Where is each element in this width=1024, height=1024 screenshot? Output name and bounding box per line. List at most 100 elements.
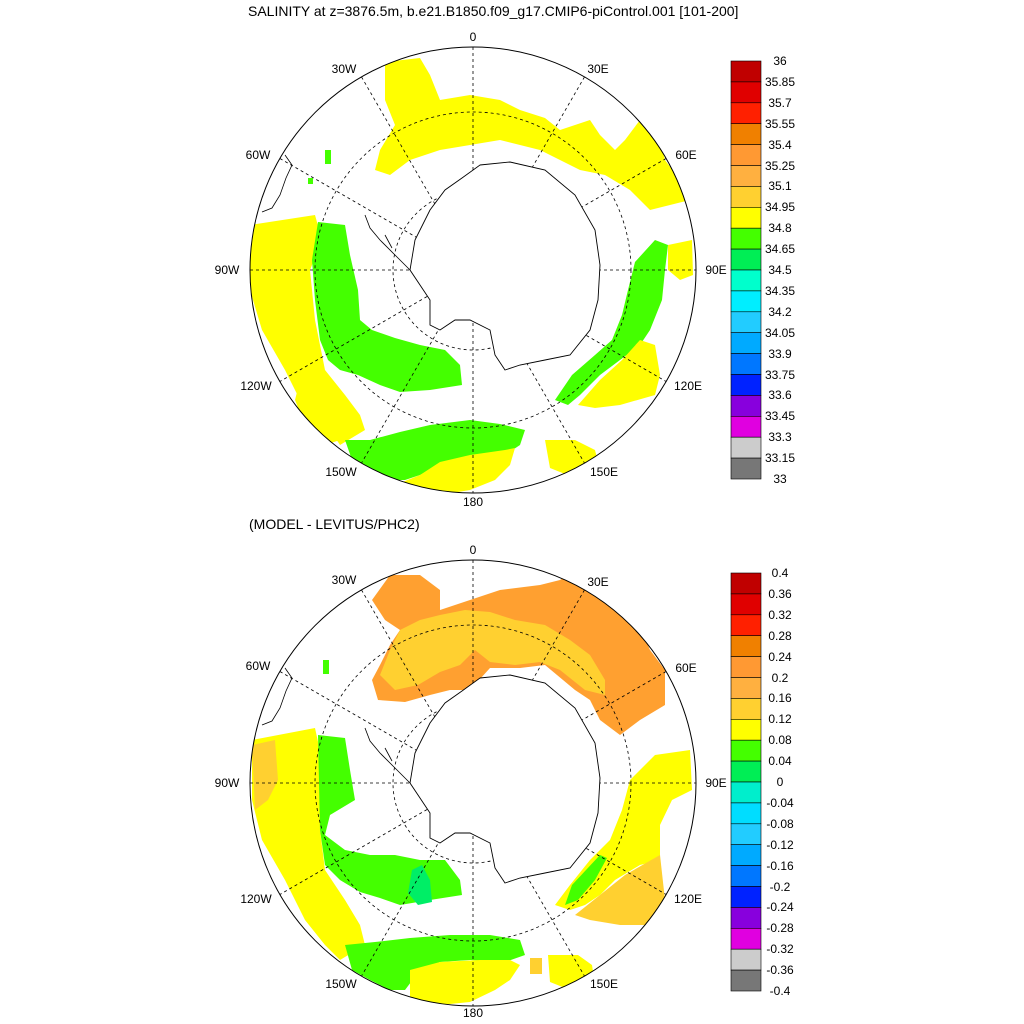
difference-colorbar-tick-label: -0.08 — [766, 816, 794, 831]
difference-region-yellow — [252, 728, 365, 960]
lon-label-30e: 30E — [587, 575, 609, 589]
salinity-region-green — [325, 150, 331, 164]
difference-colorbar-tick-label: 0.2 — [771, 670, 789, 685]
salinity-colorbar-swatch — [730, 144, 762, 166]
salinity-colorbar-swatch — [730, 186, 762, 208]
south-america-coast — [261, 154, 293, 213]
salinity-colorbar-tick-label: 33.75 — [764, 367, 796, 382]
salinity-region-yellow — [578, 340, 660, 408]
antarctic-peninsula — [364, 214, 411, 271]
salinity-colorbar-swatch — [730, 374, 762, 396]
difference-colorbar-tick-label: 0.32 — [768, 607, 792, 622]
lon-label-150e: 150E — [589, 977, 619, 991]
difference-colorbar-swatch — [730, 698, 762, 720]
lon-label-150w: 150W — [325, 465, 357, 479]
difference-colorbar — [730, 572, 762, 992]
salinity-colorbar-swatch — [730, 457, 762, 480]
difference-colorbar-swatch — [730, 886, 762, 908]
salinity-field-fills — [250, 58, 693, 493]
salinity-colorbar-swatch — [730, 436, 762, 459]
salinity-colorbar-swatch — [730, 269, 762, 292]
salinity-colorbar-tick-label: 34.8 — [768, 221, 792, 236]
difference-colorbar-tick-label: 0.36 — [768, 586, 792, 601]
salinity-colorbar-swatch — [730, 248, 762, 271]
difference-region-gold — [380, 610, 605, 695]
difference-region-green — [323, 660, 329, 674]
salinity-colorbar — [730, 60, 762, 480]
difference-colorbar-swatch — [730, 781, 762, 804]
lon-label-60w: 60W — [245, 659, 271, 673]
difference-colorbar-swatch — [730, 572, 762, 595]
difference-colorbar-tick-label: 0.4 — [771, 566, 789, 580]
lon-label-120w: 120W — [240, 379, 272, 393]
difference-colorbar-tick-label: -0.4 — [769, 984, 791, 998]
salinity-region-yellow — [295, 380, 340, 445]
salinity-colorbar-swatch — [730, 207, 762, 229]
lon-label-30e: 30E — [587, 62, 609, 76]
difference-colorbar-swatch — [730, 677, 762, 699]
lon-label-90w: 90W — [214, 263, 240, 277]
difference-colorbar-swatch — [730, 656, 762, 678]
south-america-coast — [261, 667, 293, 726]
difference-region-yellow — [410, 960, 520, 1005]
salinity-colorbar-swatch — [730, 415, 762, 438]
salinity-region-green — [312, 222, 462, 392]
difference-colorbar-tick-label: -0.2 — [769, 879, 791, 894]
lon-label-180: 180 — [462, 495, 484, 509]
lon-label-90e: 90E — [705, 263, 727, 277]
difference-colorbar-swatch — [730, 865, 762, 887]
difference-region-yellow — [548, 955, 595, 990]
lon-label-180: 180 — [462, 1006, 484, 1020]
lon-label-60e: 60E — [675, 148, 697, 162]
salinity-region-yellow — [668, 240, 693, 280]
salinity-region-green — [345, 420, 525, 480]
lon-label-150e: 150E — [589, 465, 619, 479]
salinity-colorbar-swatch — [730, 165, 762, 187]
difference-region-gold — [530, 958, 542, 974]
difference-colorbar-swatch — [730, 823, 762, 845]
difference-colorbar-tick-label: 0 — [776, 775, 784, 789]
lon-label-120w: 120W — [240, 892, 272, 906]
lon-label-0: 0 — [469, 30, 477, 44]
difference-colorbar-tick-label: 0.04 — [768, 754, 792, 769]
difference-region-teal — [408, 865, 432, 905]
salinity-colorbar-tick-label: 33 — [773, 472, 787, 486]
difference-colorbar-swatch — [730, 760, 762, 783]
difference-colorbar-tick-label: 0.16 — [768, 691, 792, 706]
salinity-colorbar-tick-label: 34.35 — [764, 283, 796, 298]
salinity-colorbar-tick-label: 35.1 — [768, 179, 792, 194]
salinity-region-yellow — [250, 215, 365, 445]
difference-field-fills — [252, 570, 692, 1005]
salinity-colorbar-tick-label: 36 — [773, 54, 787, 68]
difference-region-gold — [252, 740, 278, 810]
difference-colorbar-swatch — [730, 614, 762, 636]
salinity-colorbar-swatch — [730, 290, 762, 313]
salinity-colorbar-swatch — [730, 227, 762, 250]
difference-colorbar-tick-label: -0.12 — [766, 837, 794, 852]
lon-label-60e: 60E — [675, 661, 697, 675]
difference-colorbar-swatch — [730, 739, 762, 762]
lon-label-90e: 90E — [705, 776, 727, 790]
lon-label-120e: 120E — [673, 892, 703, 906]
difference-plot-title: (MODEL - LEVITUS/PHC2) — [249, 516, 420, 532]
lon-label-150w: 150W — [325, 977, 357, 991]
salinity-colorbar-tick-label: 33.3 — [768, 430, 792, 445]
salinity-colorbar-tick-label: 35.7 — [768, 95, 792, 110]
salinity-plot-title: SALINITY at z=3876.5m, b.e21.B1850.f09_g… — [248, 3, 739, 19]
salinity-colorbar-tick-label: 33.9 — [768, 346, 792, 361]
lon-label-60w: 60W — [245, 148, 271, 162]
difference-colorbar-tick-label: 0.24 — [768, 649, 792, 664]
salinity-colorbar-tick-label: 34.2 — [768, 304, 792, 319]
difference-colorbar-tick-label: 0.28 — [768, 628, 792, 643]
lon-label-30w: 30W — [331, 573, 357, 587]
difference-colorbar-tick-label: -0.28 — [766, 921, 794, 936]
salinity-map-border — [249, 46, 697, 494]
difference-colorbar-tick-label: -0.32 — [766, 942, 794, 957]
difference-colorbar-swatch — [730, 593, 762, 616]
salinity-colorbar-tick-label: 35.4 — [768, 137, 792, 152]
antarctica-coastline — [409, 674, 601, 884]
difference-colorbar-swatch — [730, 969, 762, 992]
lon-label-0: 0 — [469, 543, 477, 557]
difference-region-gold — [575, 855, 665, 925]
